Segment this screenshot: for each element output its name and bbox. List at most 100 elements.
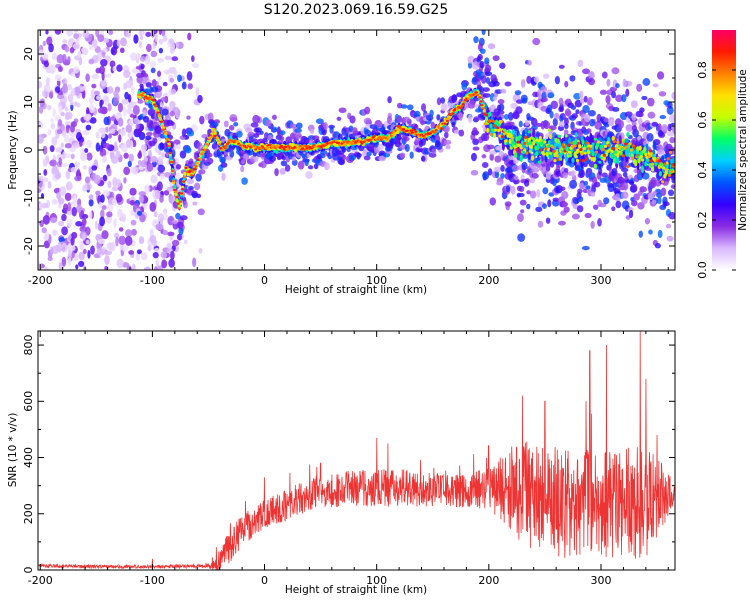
spectrogram-halo-cell — [639, 186, 647, 193]
spectrogram-halo-cell — [547, 199, 552, 208]
spectrogram-ridge-cell — [162, 128, 166, 131]
spectrogram-noise-cell — [124, 91, 129, 100]
spectrogram-ridge-cell — [598, 160, 602, 164]
spectrogram-halo-cell — [611, 90, 617, 99]
spectrogram-noise-cell — [195, 87, 200, 97]
spectrogram-noise-cell — [71, 206, 77, 217]
spectrogram-halo-cell — [549, 111, 554, 119]
spectrogram-halo-cell — [155, 127, 163, 135]
spectrogram-halo-cell — [607, 131, 614, 138]
spectrogram-halo-cell — [396, 115, 403, 124]
spectrogram-halo-cell — [482, 17, 488, 26]
spectrogram-halo-cell — [526, 190, 532, 195]
spectrogram-noise-cell — [157, 160, 164, 166]
spectrogram-noise-cell — [65, 111, 73, 120]
spectrogram-ridge-cell — [627, 147, 631, 151]
spectrogram-noise-cell — [128, 153, 134, 162]
spectrogram-halo-cell — [341, 154, 347, 161]
spectrogram-halo-cell — [506, 121, 515, 127]
spectrogram-noise-cell — [169, 110, 175, 117]
spectrogram-noise-cell — [138, 30, 146, 36]
spectrogram-halo-cell — [495, 181, 503, 186]
spectrogram-ridge-cell — [184, 166, 188, 170]
spectrogram-halo-cell — [559, 186, 566, 191]
spectrogram-x-ticks: -200 -100 0 100 200 300 — [28, 30, 669, 287]
spectrogram-noise-cell — [139, 35, 144, 41]
spectrogram-halo-cell — [245, 127, 253, 133]
spectrogram-noise-cell — [116, 64, 123, 72]
spectrogram-ridge-cell — [177, 207, 181, 210]
spectrogram-noise-cell — [88, 58, 95, 65]
spectrogram-ridge-cell — [560, 147, 564, 151]
spectrogram-halo-cell — [195, 173, 202, 182]
spectrogram-halo-cell — [590, 221, 595, 229]
spectrogram-noise-cell — [42, 158, 48, 167]
spectrogram-noise-cell — [106, 86, 114, 94]
spectrogram-noise-cell — [82, 30, 90, 39]
spectrogram-ridge-cell — [491, 119, 495, 123]
spectrogram-halo-cell — [323, 162, 330, 171]
snr-x-tick-label: 100 — [366, 574, 387, 587]
spectrogram-halo-cell — [548, 125, 557, 131]
spectrogram-halo-cell — [157, 164, 166, 173]
spectrogram-halo-cell — [520, 94, 528, 103]
spectrogram-ridge-cell — [643, 146, 647, 152]
spectrogram-halo-cell — [482, 93, 491, 98]
spectrogram-ridge-cell — [644, 152, 648, 157]
spectrogram-halo-cell — [658, 91, 667, 97]
spectrogram-halo-cell — [621, 167, 629, 173]
spectrogram-noise-cell — [123, 69, 131, 79]
spectrogram-noise-cell — [49, 145, 55, 153]
spectrogram-noise-cell — [54, 30, 62, 35]
spectrogram-halo-cell — [493, 166, 502, 173]
spectrogram-halo-cell — [467, 62, 473, 69]
spectrogram-halo-cell — [139, 55, 146, 62]
spectrogram-noise-cell — [42, 40, 47, 47]
snr-panel: -200 -100 0 100 200 300 0 200 400 600 800 Height … — [7, 330, 676, 596]
spectrogram-halo-cell — [485, 77, 491, 84]
spectrogram-noise-cell — [83, 113, 92, 122]
spectrogram-ridge-cell — [608, 158, 612, 167]
spectrogram-noise-cell — [73, 30, 79, 33]
spectrogram-halo-cell — [530, 125, 538, 131]
spectrogram-noise-cell — [123, 177, 127, 184]
spectrogram-noise-cell — [140, 252, 148, 261]
spectrogram-ridge-cell — [661, 180, 665, 184]
spectrogram-noise-cell — [64, 153, 72, 159]
spectrogram-halo-cell — [387, 96, 392, 104]
spectrogram-ridge-cell — [414, 130, 418, 133]
spectrogram-ridge-cell — [662, 166, 666, 170]
spectrogram-ridge-cell — [193, 167, 197, 170]
spectrogram-noise-cell — [38, 202, 43, 210]
spectrogram-halo-cell — [547, 92, 555, 99]
spectrogram-ridge-cell — [522, 150, 526, 155]
spectrogram-halo-cell — [631, 125, 637, 132]
spectrogram-noise-cell — [82, 248, 87, 255]
spectrogram-halo-cell — [513, 158, 519, 164]
snr-x-axis-label: Height of straight line (km) — [285, 584, 427, 596]
spectrogram-noise-cell — [149, 228, 154, 237]
spectrogram-halo-cell — [669, 114, 675, 123]
spectrogram-noise-cell — [72, 142, 80, 149]
spectrogram-noise-cell — [90, 89, 96, 100]
spectrogram-ridge-cell — [629, 148, 633, 152]
spectrogram-noise-cell — [71, 245, 76, 251]
spectrogram-noise-cell — [138, 191, 146, 196]
spectrogram-halo-cell — [166, 119, 174, 127]
spectrogram-halo-cell — [150, 67, 156, 74]
spectrogram-halo-cell — [429, 109, 434, 117]
spectrogram-noise-cell — [150, 174, 158, 184]
spectrogram-halo-cell — [323, 122, 328, 130]
spectrogram-halo-cell — [631, 113, 637, 121]
spectrogram-ridge-cell — [624, 142, 628, 146]
spectrogram-halo-cell — [611, 206, 616, 212]
spectrogram-noise-cell — [104, 250, 113, 256]
spectrogram-ridge-cell — [211, 130, 215, 134]
spectrogram-halo-cell — [646, 133, 654, 142]
spectrogram-halo-cell — [213, 122, 219, 127]
spectrogram-halo-cell — [461, 82, 468, 91]
spectrogram-ridge-cell — [158, 116, 162, 121]
spectrogram-noise-cell — [45, 77, 51, 85]
spectrogram-ridge-cell — [594, 150, 599, 154]
spectrogram-halo-cell — [562, 172, 568, 179]
